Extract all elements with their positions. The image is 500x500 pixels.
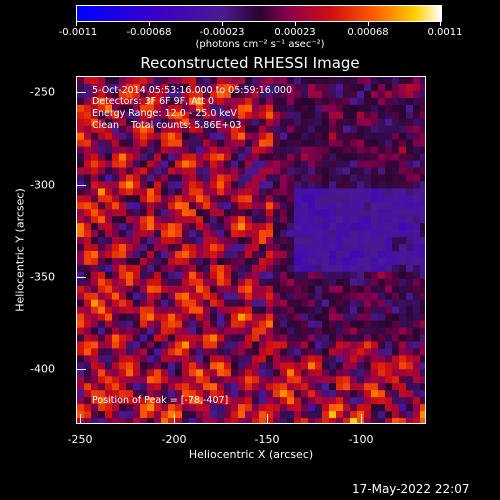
y-tick-label: -250 <box>30 85 55 99</box>
x-tick <box>267 414 268 423</box>
colorbar-tick-label: -0.00023 <box>199 27 245 38</box>
annotation-peak: Position of Peak = [-78,-407] <box>92 395 229 406</box>
y-tick-label: -300 <box>30 178 55 192</box>
annotation-energy: Energy Range: 12.0 - 25.0 keV <box>92 108 237 119</box>
annotation-clean: Clean Total counts: 5.86E+03 <box>92 120 242 131</box>
colorbar-tick-label: 0.00068 <box>347 27 389 38</box>
colorbar-tick-label: -0.00068 <box>126 27 172 38</box>
y-tick <box>77 185 86 186</box>
x-axis-label: Heliocentric X (arcsec) <box>188 448 314 461</box>
plot-area: 5-Oct-2014 05:53:16.000 to 05:59:16.000 … <box>76 76 426 424</box>
colorbar-tick <box>295 21 296 26</box>
y-axis-label: Heliocentric Y (arcsec) <box>13 188 27 312</box>
y-tick <box>77 277 86 278</box>
x-tick <box>80 414 81 423</box>
colorbar <box>76 5 442 22</box>
timestamp: 17-May-2022 22:07 <box>352 482 470 496</box>
y-tick-label: -350 <box>30 270 55 284</box>
colorbar-tick <box>149 21 150 26</box>
annotation-detectors: Detectors: 3F 6F 9F, Att 0 <box>92 96 215 107</box>
colorbar-tick <box>222 21 223 26</box>
x-tick <box>361 414 362 423</box>
x-tick-label: -150 <box>254 433 280 446</box>
colorbar-units: (photons cm⁻² s⁻¹ asec⁻²) <box>195 39 325 50</box>
colorbar-tick-label: 0.00023 <box>274 27 316 38</box>
chart-title: Reconstructed RHESSI Image <box>140 54 360 72</box>
colorbar-tick <box>368 21 369 26</box>
x-tick-label: -250 <box>67 433 93 446</box>
colorbar-tick-label: -0.0011 <box>58 27 98 38</box>
annotation-time-range: 5-Oct-2014 05:53:16.000 to 05:59:16.000 <box>92 85 293 96</box>
x-tick-label: -200 <box>161 433 187 446</box>
colorbar-tick-label: 0.0011 <box>427 27 463 38</box>
heatmap-image <box>77 77 425 423</box>
y-tick <box>77 92 86 93</box>
x-tick <box>174 414 175 423</box>
x-tick-label: -100 <box>348 433 374 446</box>
colorbar-tick <box>440 21 441 26</box>
y-tick-label: -400 <box>30 362 55 376</box>
colorbar-tick <box>76 21 77 26</box>
y-tick <box>77 369 86 370</box>
